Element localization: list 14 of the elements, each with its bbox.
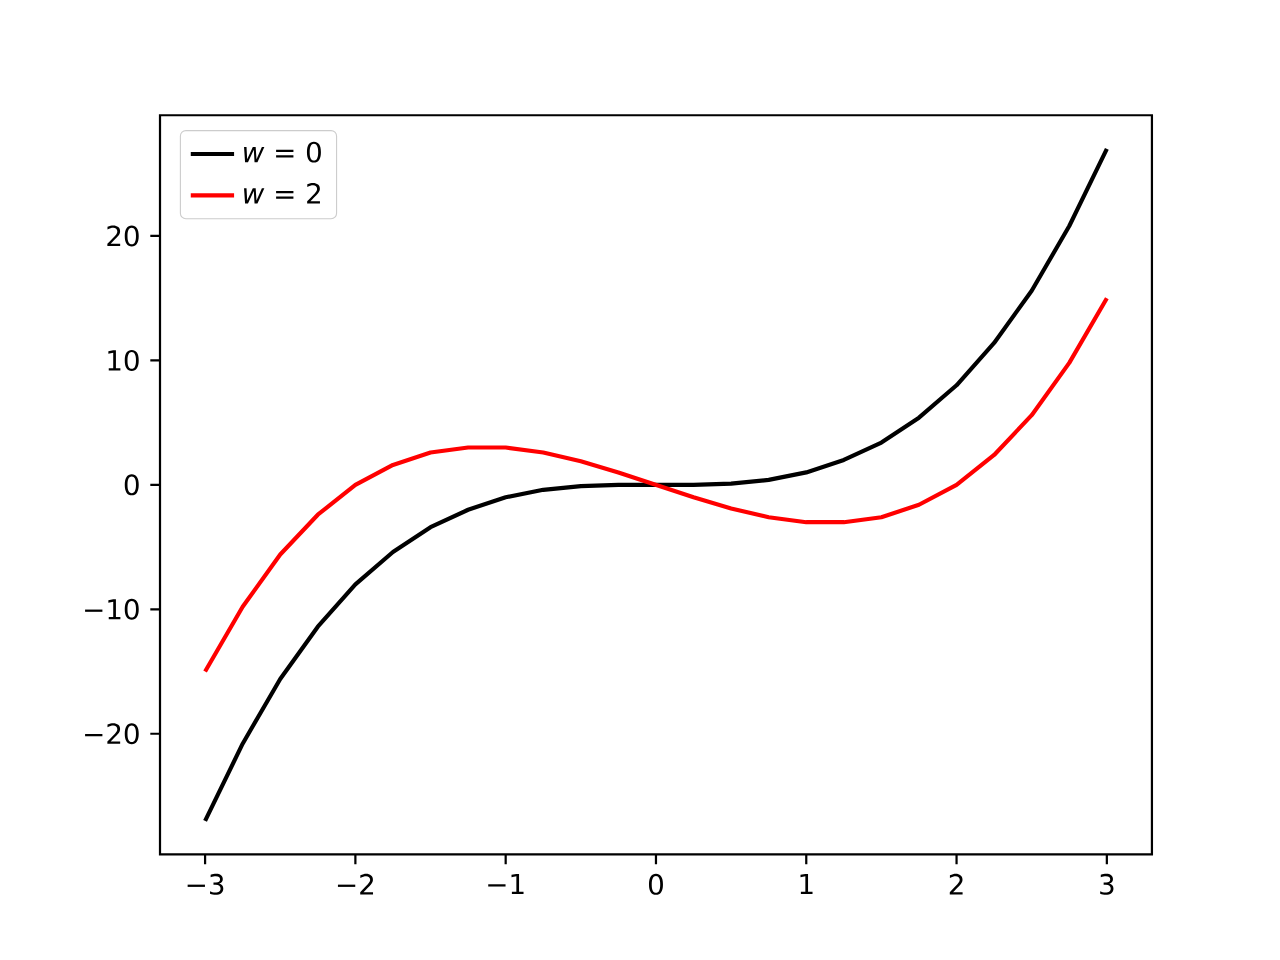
legend-label: w = 0 [244, 141, 321, 163]
x-tick-label: 2 [949, 873, 963, 895]
y-tick-label: −10 [85, 598, 139, 620]
x-tick-label: 1 [800, 873, 813, 895]
x-tick-label: −3 [187, 873, 224, 895]
legend-label: w = 2 [244, 182, 320, 204]
y-tick-label: 0 [124, 474, 139, 496]
y-tick-label: 10 [108, 349, 139, 371]
x-tick-label: −2 [337, 873, 374, 895]
y-tick-label: 20 [107, 225, 139, 247]
x-tick-label: −1 [488, 873, 524, 895]
x-tick-label: 3 [1100, 873, 1114, 895]
x-tick-label: 0 [648, 873, 663, 895]
y-tick-label: −20 [85, 723, 139, 745]
